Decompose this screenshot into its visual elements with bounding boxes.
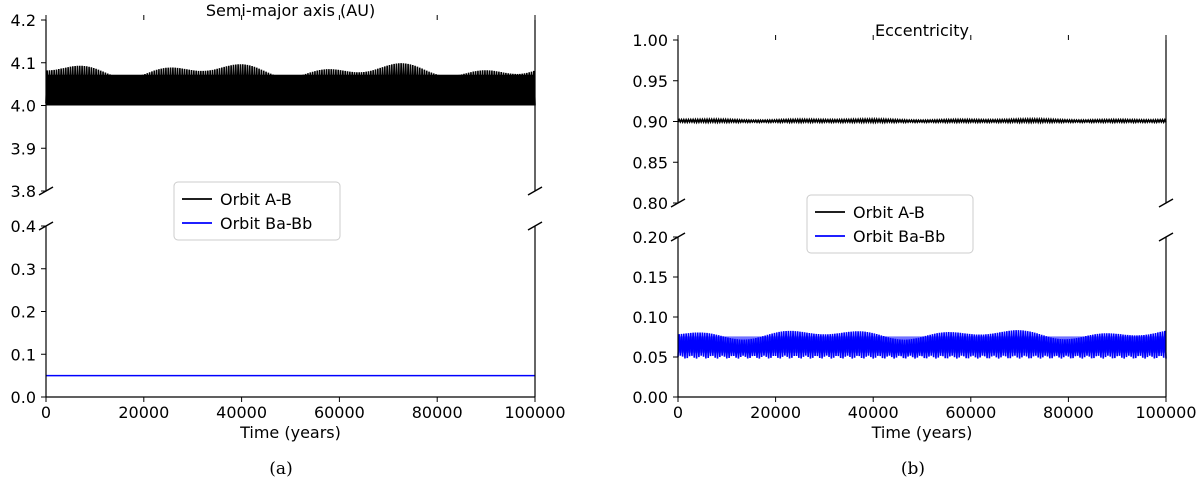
y-tick-label: 0.1 xyxy=(11,345,36,364)
x-axis-label: Time (years) xyxy=(871,423,973,442)
legend-entry: Orbit A-B xyxy=(220,190,292,209)
y-tick-label: 0.95 xyxy=(632,72,668,91)
y-tick-label: 0.10 xyxy=(632,308,668,327)
x-tick-label: 20000 xyxy=(750,403,801,422)
x-tick-label: 40000 xyxy=(848,403,899,422)
y-tick-label: 3.9 xyxy=(11,139,36,158)
y-tick-label: 0.85 xyxy=(632,153,668,172)
y-tick-label: 4.1 xyxy=(11,54,36,73)
x-tick-label: 20000 xyxy=(118,403,169,422)
x-tick-label: 0 xyxy=(41,403,51,422)
panel-b: 0.80 0.85 0.90 0.95 1.00 0.00 0.05 0.10 0.15 0.20… xyxy=(632,21,1196,479)
x-tick-label: 60000 xyxy=(314,403,365,422)
x-tick-label: 100000 xyxy=(1135,403,1196,422)
y-tick-label: 0.0 xyxy=(11,388,36,407)
x-tick-label: 80000 xyxy=(1043,403,1094,422)
panel-caption: (b) xyxy=(901,459,925,479)
x-tick-label: 80000 xyxy=(412,403,463,422)
y-tick-label: 0.05 xyxy=(632,348,668,367)
legend-box xyxy=(806,194,974,254)
x-tick-label: 60000 xyxy=(945,403,996,422)
legend-entry: Orbit A-B xyxy=(853,203,925,222)
y-tick-label: 4.2 xyxy=(11,11,36,30)
chart-title: Eccentricity xyxy=(875,21,969,40)
legend-entry: Orbit Ba-Bb xyxy=(853,227,945,246)
axis-break-mark xyxy=(1158,232,1174,242)
y-tick-label: 0.20 xyxy=(632,228,668,247)
y-tick-label: 4.0 xyxy=(11,97,36,116)
y-tick-label: 0.3 xyxy=(11,260,36,279)
series-line-orbit-a-b xyxy=(677,116,1167,125)
legend-box xyxy=(173,181,341,241)
y-tick-label: 0.4 xyxy=(11,217,36,236)
series-band-orbit-ba-bb xyxy=(678,336,1166,353)
y-tick-label: 1.00 xyxy=(632,31,668,50)
x-axis-label: Time (years) xyxy=(239,423,341,442)
series-line-orbit-ba-bb xyxy=(677,330,1167,359)
y-tick-label: 0.90 xyxy=(632,113,668,132)
x-tick-label: 0 xyxy=(673,403,683,422)
x-tick-label: 100000 xyxy=(504,403,565,422)
y-tick-label: 0.2 xyxy=(11,303,36,322)
panel-a: 3.8 3.9 4.0 4.1 4.2 0.0 0.1 0.2 0.3 0.4 0 20000 4000… xyxy=(11,1,566,479)
y-tick-label: 0.80 xyxy=(632,194,668,213)
axis-break-mark xyxy=(1158,198,1174,208)
axis-break-mark xyxy=(527,186,543,196)
legend-entry: Orbit Ba-Bb xyxy=(220,214,312,233)
series-band-orbit-a-b xyxy=(46,74,535,106)
y-tick-label: 0.15 xyxy=(632,268,668,287)
x-tick-label: 40000 xyxy=(216,403,267,422)
panel-caption: (a) xyxy=(269,459,292,479)
chart-title: Semi-major axis (AU) xyxy=(206,1,375,20)
axis-break-mark xyxy=(527,221,543,231)
y-tick-label: 0.00 xyxy=(632,388,668,407)
y-tick-label: 3.8 xyxy=(11,182,36,201)
